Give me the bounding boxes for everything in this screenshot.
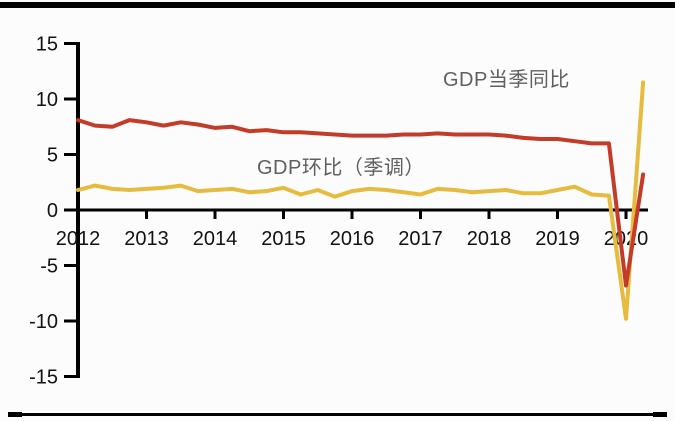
x-tick-label: 2018 [467, 228, 512, 250]
y-tick-label: 15 [36, 34, 58, 56]
x-tick-label: 2013 [124, 228, 169, 250]
x-tick-label: 2020 [604, 228, 649, 250]
gdp-qoq-sa-line [76, 80, 646, 321]
series-label-gdp-yoy: GDP当季同比 [443, 69, 570, 91]
bottom-border-rule [8, 412, 667, 417]
x-tick-label: 2017 [398, 228, 443, 250]
series-label-gdp-qoq-sa: GDP环比（季调） [257, 157, 425, 179]
y-tick-label: 10 [36, 89, 58, 111]
y-tick-label: 5 [47, 145, 58, 167]
y-tick-label: -10 [29, 311, 58, 333]
y-tick-label: -5 [40, 256, 58, 278]
y-tick-label: -15 [29, 367, 58, 389]
x-tick-label: 2016 [330, 228, 375, 250]
x-tick-label: 2012 [56, 228, 101, 250]
x-tick-label: 2014 [193, 228, 238, 250]
x-tick-label: 2019 [535, 228, 580, 250]
top-border-rule [0, 2, 675, 8]
y-tick-label: 0 [47, 200, 58, 222]
gdp-yoy-line [76, 118, 646, 288]
x-tick-label: 2015 [261, 228, 306, 250]
